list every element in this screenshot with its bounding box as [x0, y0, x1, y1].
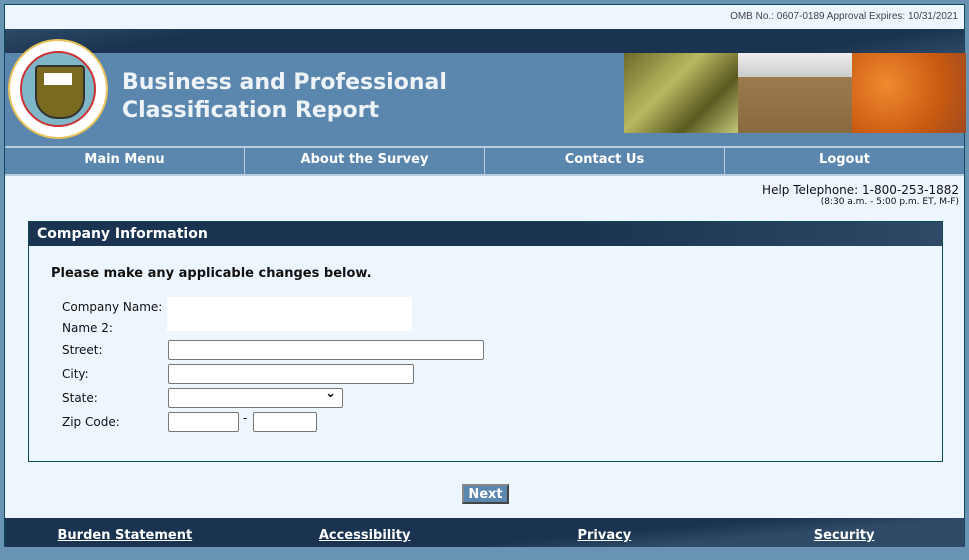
company-name-value — [167, 297, 412, 331]
city-input[interactable] — [168, 364, 414, 384]
title-line-2: Classification Report — [122, 98, 380, 123]
help-hours: (8:30 a.m. - 5:00 p.m. ET, M-F) — [820, 197, 959, 207]
zip-label: Zip Code: — [62, 415, 120, 429]
page-frame: OMB No.: 0607-0189 Approval Expires: 10/… — [4, 4, 966, 547]
nav-main-menu[interactable]: Main Menu — [5, 148, 245, 174]
intro-text: Please make any applicable changes below… — [51, 266, 372, 281]
nav-contact-us[interactable]: Contact Us — [485, 148, 725, 174]
footer: Burden Statement Accessibility Privacy S… — [5, 518, 964, 547]
help-phone: Help Telephone: 1-800-253-1882 — [762, 183, 959, 197]
footer-privacy[interactable]: Privacy — [577, 528, 632, 543]
name2-label: Name 2: — [62, 321, 113, 335]
header: Business and Professional Classification … — [5, 39, 966, 146]
nav-about-survey[interactable]: About the Survey — [245, 148, 485, 174]
state-select[interactable] — [168, 386, 343, 408]
zip-separator: - — [243, 411, 248, 425]
main-nav: Main Menu About the Survey Contact Us Lo… — [5, 146, 964, 176]
header-band — [5, 29, 964, 53]
city-label: City: — [62, 367, 89, 381]
footer-burden-statement[interactable]: Burden Statement — [57, 528, 193, 543]
zip4-input[interactable] — [253, 412, 317, 432]
page-title: Business and Professional Classification … — [122, 69, 447, 125]
next-button[interactable]: Next — [462, 484, 509, 504]
state-label: State: — [62, 391, 98, 405]
nav-logout[interactable]: Logout — [819, 152, 870, 167]
census-seal-logo — [8, 39, 108, 139]
zip-input[interactable] — [168, 412, 239, 432]
boxes-image — [738, 53, 852, 133]
title-line-1: Business and Professional — [122, 70, 447, 95]
omb-notice: OMB No.: 0607-0189 Approval Expires: 10/… — [730, 11, 958, 22]
help-info: Help Telephone: 1-800-253-1882 (8:30 a.m.… — [762, 183, 959, 207]
screws-image — [624, 53, 738, 133]
footer-accessibility[interactable]: Accessibility — [318, 528, 411, 543]
panel-heading: Company Information — [29, 222, 942, 246]
footer-security[interactable]: Security — [813, 528, 875, 543]
oranges-image — [852, 53, 966, 133]
company-info-panel: Company Information Please make any appl… — [28, 221, 943, 462]
street-label: Street: — [62, 343, 103, 357]
street-input[interactable] — [168, 340, 484, 360]
header-images — [624, 53, 966, 133]
company-name-label: Company Name: — [62, 300, 163, 314]
